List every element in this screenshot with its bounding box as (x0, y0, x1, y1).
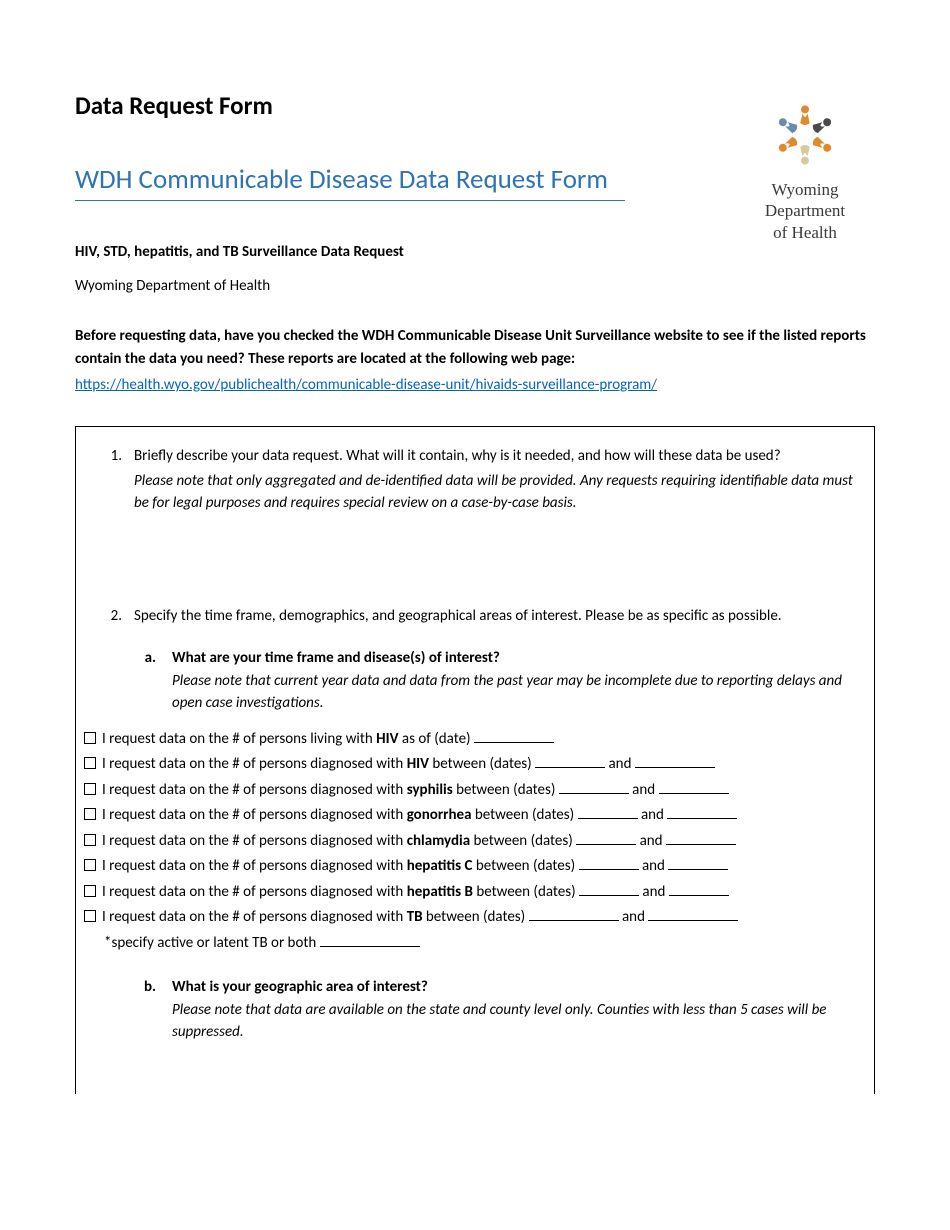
q2b-letter: b. (90, 976, 172, 1044)
logo-mark-icon (765, 95, 845, 175)
disease-hepb: hepatitis B (407, 883, 473, 901)
check-hiv-living[interactable]: I request data on the # of persons livin… (84, 727, 860, 753)
logo-text: Wyoming Department of Health (735, 179, 875, 243)
check-gonorrhea[interactable]: I request data on the # of persons diagn… (84, 803, 860, 829)
q2a-letter: a. (90, 647, 172, 715)
and-label: and (638, 806, 668, 824)
checkbox-icon[interactable] (84, 885, 96, 897)
and-label: and (605, 755, 635, 773)
date-to-field[interactable] (669, 882, 729, 896)
logo-line1: Wyoming (735, 179, 875, 200)
date-from-field[interactable] (535, 755, 605, 769)
checkbox-icon[interactable] (84, 757, 96, 769)
date-to-field[interactable] (659, 780, 729, 794)
between-label: between (dates) (423, 908, 529, 926)
between-label: between (dates) (472, 857, 578, 875)
check-hiv-diagnosed[interactable]: I request data on the # of persons diagn… (84, 752, 860, 778)
and-label: and (636, 832, 666, 850)
date-from-field[interactable] (579, 882, 639, 896)
between-label: between (dates) (453, 781, 559, 799)
check-prefix: I request data on the # of persons diagn… (102, 857, 407, 875)
and-label: and (639, 857, 669, 875)
question-2a: a. What are your time frame and disease(… (90, 647, 860, 715)
disease-syphilis: syphilis (407, 781, 453, 799)
logo-line3: of Health (735, 222, 875, 243)
checkbox-icon[interactable] (84, 910, 96, 922)
check-prefix: I request data on the # of persons diagn… (102, 883, 407, 901)
and-label: and (639, 883, 669, 901)
q1-text: Briefly describe your data request. What… (134, 445, 860, 468)
checkbox-icon[interactable] (84, 834, 96, 846)
tb-specify-field[interactable] (320, 933, 420, 947)
between-label: between (dates) (473, 883, 579, 901)
check-tb[interactable]: I request data on the # of persons diagn… (84, 905, 860, 931)
logo-block: Wyoming Department of Health (735, 95, 875, 243)
check-hepatitis-b[interactable]: I request data on the # of persons diagn… (84, 880, 860, 906)
check-hepatitis-c[interactable]: I request data on the # of persons diagn… (84, 854, 860, 880)
date-to-field[interactable] (635, 755, 715, 769)
disease-checkbox-list: I request data on the # of persons livin… (84, 727, 860, 957)
form-subtitle: WDH Communicable Disease Data Request Fo… (75, 163, 625, 201)
q2-number: 2. (90, 605, 134, 628)
q1-number: 1. (90, 445, 134, 468)
form-box: 1. Briefly describe your data request. W… (75, 426, 875, 1094)
date-field[interactable] (474, 729, 554, 743)
check-syphilis[interactable]: I request data on the # of persons diagn… (84, 778, 860, 804)
date-to-field[interactable] (668, 857, 728, 871)
checkbox-icon[interactable] (84, 859, 96, 871)
check-prefix: I request data on the # of persons diagn… (102, 832, 407, 850)
between-label: between (dates) (472, 806, 578, 824)
date-to-field[interactable] (667, 806, 737, 820)
date-to-field[interactable] (648, 908, 738, 922)
date-from-field[interactable] (529, 908, 619, 922)
date-from-field[interactable] (576, 831, 636, 845)
section-label: HIV, STD, hepatitis, and TB Surveillance… (75, 243, 875, 261)
checkbox-icon[interactable] (84, 808, 96, 820)
check-prefix: I request data on the # of persons diagn… (102, 781, 407, 799)
check-prefix: I request data on the # of persons diagn… (102, 806, 407, 824)
disease-hiv: HIV (376, 730, 398, 748)
check-prefix: I request data on the # of persons livin… (102, 730, 376, 748)
disease-chlamydia: chlamydia (407, 832, 470, 850)
checkbox-icon[interactable] (84, 783, 96, 795)
pre-check-instruction: Before requesting data, have you checked… (75, 325, 875, 370)
check-chlamydia[interactable]: I request data on the # of persons diagn… (84, 829, 860, 855)
q2-text: Specify the time frame, demographics, an… (134, 605, 860, 628)
check-prefix: I request data on the # of persons diagn… (102, 908, 407, 926)
disease-gonorrhea: gonorrhea (407, 806, 472, 824)
and-label: and (619, 908, 649, 926)
department-name: Wyoming Department of Health (75, 277, 875, 295)
date-from-field[interactable] (559, 780, 629, 794)
tb-specify-row: *specify active or latent TB or both (104, 931, 860, 957)
tb-specify-label: *specify active or latent TB or both (104, 934, 320, 952)
date-to-field[interactable] (666, 831, 736, 845)
q2b-question: What is your geographic area of interest… (172, 976, 860, 999)
checkbox-icon[interactable] (84, 732, 96, 744)
logo-line2: Department (735, 200, 875, 221)
between-label: between (dates) (470, 832, 576, 850)
disease-tb: TB (407, 908, 423, 926)
question-1: 1. Briefly describe your data request. W… (90, 445, 860, 468)
question-2b: b. What is your geographic area of inter… (90, 976, 860, 1044)
check-prefix: I request data on the # of persons diagn… (102, 755, 407, 773)
question-2: 2. Specify the time frame, demographics,… (90, 605, 860, 628)
date-from-field[interactable] (578, 806, 638, 820)
q2b-note: Please note that data are available on t… (172, 999, 860, 1044)
between-label: between (dates) (429, 755, 535, 773)
surveillance-program-link[interactable]: https://health.wyo.gov/publichealth/comm… (75, 376, 875, 394)
q2a-question: What are your time frame and disease(s) … (172, 647, 860, 670)
disease-hiv: HIV (407, 755, 429, 773)
disease-hepc: hepatitis C (407, 857, 473, 875)
q2a-note: Please note that current year data and d… (172, 670, 860, 715)
date-from-field[interactable] (579, 857, 639, 871)
q1-note: Please note that only aggregated and de-… (134, 470, 860, 515)
and-label: and (629, 781, 659, 799)
as-of-label: as of (date) (399, 730, 474, 748)
